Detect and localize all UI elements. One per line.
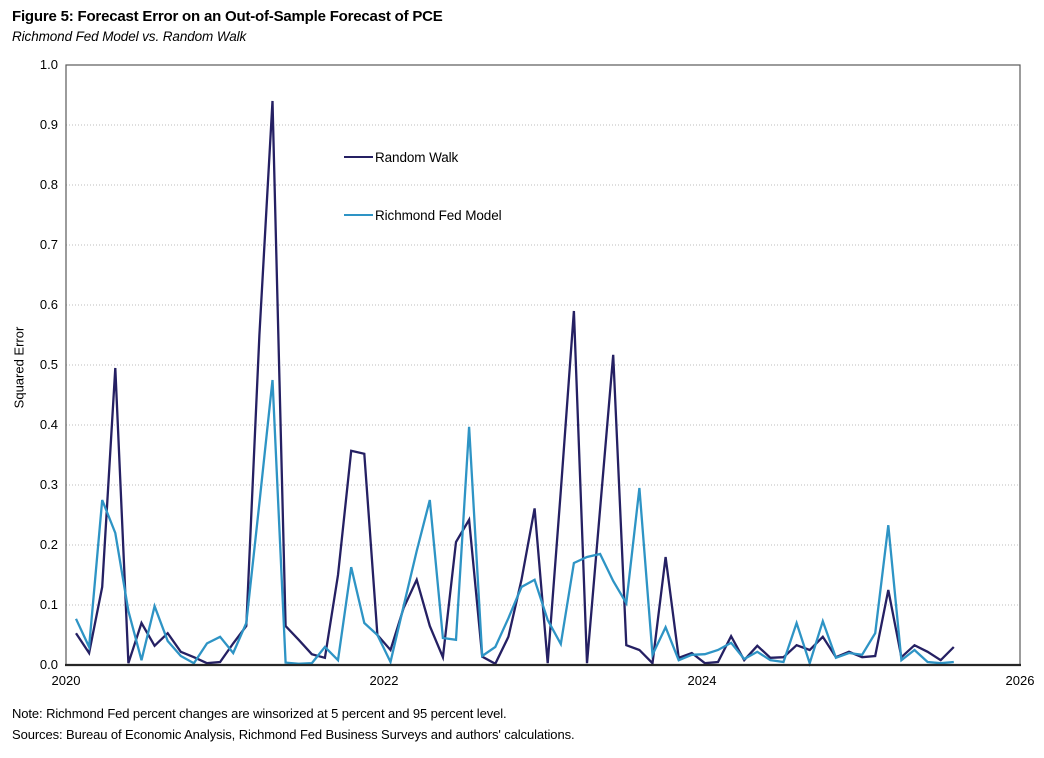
legend-label-random-walk: Random Walk [375, 149, 459, 165]
legend-label-richmond-fed-model: Richmond Fed Model [375, 207, 502, 223]
x-tick-label: 2024 [687, 673, 717, 688]
chart-title: Figure 5: Forecast Error on an Out-of-Sa… [12, 8, 443, 25]
chart-canvas [65, 64, 1021, 667]
y-tick-label: 0.5 [39, 357, 58, 372]
sources-text: Sources: Bureau of Economic Analysis, Ri… [12, 727, 575, 742]
y-tick-label: 1.0 [39, 57, 58, 72]
y-tick-label: 0.3 [39, 477, 58, 492]
y-tick-label: 0.8 [39, 177, 58, 192]
series-line-richmond-fed-model [74, 379, 954, 667]
x-tick-label: 2026 [1005, 673, 1035, 688]
x-tick-label: 2022 [369, 673, 399, 688]
y-tick-label: 0.2 [39, 537, 58, 552]
legend-item-richmond-fed-model: Richmond Fed Model [344, 207, 502, 223]
random-walk-line-swatch [344, 156, 373, 158]
chart-subtitle: Richmond Fed Model vs. Random Walk [12, 29, 247, 44]
legend-item-random-walk: Random Walk [344, 149, 458, 165]
y-tick-label: 0.1 [39, 597, 58, 612]
y-tick-label: 0.6 [39, 297, 58, 312]
y-tick-label: 0.9 [39, 117, 58, 132]
y-tick-label: 0.4 [39, 417, 58, 432]
note-text: Note: Richmond Fed percent changes are w… [12, 706, 507, 721]
y-tick-label: 0.0 [39, 657, 58, 672]
y-tick-label: 0.7 [39, 237, 58, 252]
x-tick-label: 2020 [51, 673, 81, 688]
series-line-random-walk [75, 100, 955, 666]
richmond-fed-model-line-swatch [344, 214, 373, 216]
